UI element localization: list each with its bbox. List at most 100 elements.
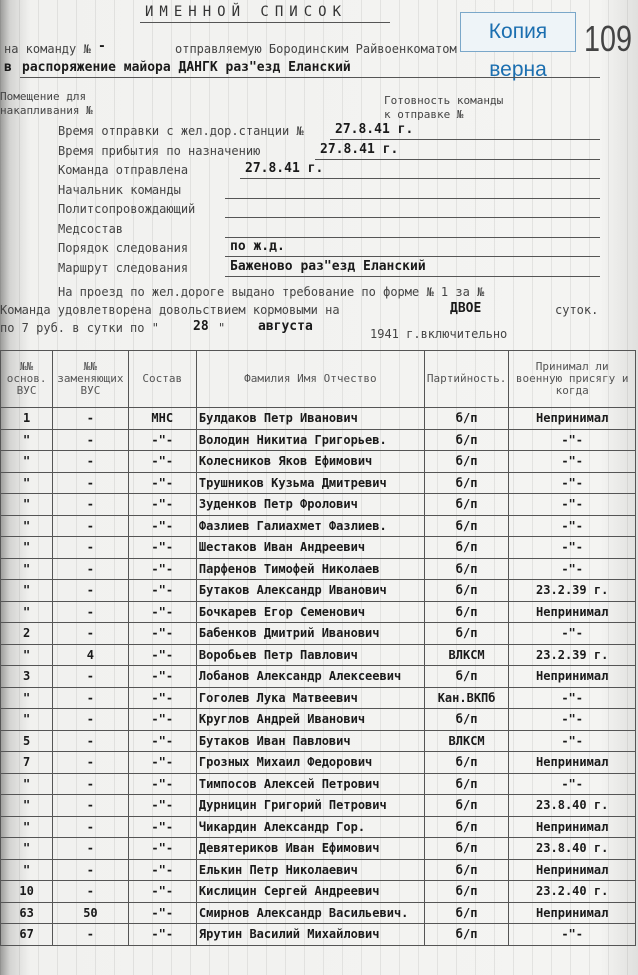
rations-text-3: по 7 руб. в сутки по " <box>0 321 159 335</box>
field-underline <box>225 197 600 199</box>
table-row: " - -"- Трушников Кузьма Дмитревич б/п -"- <box>0 471 636 494</box>
field-value: Баженово раз"езд Еланский <box>230 258 426 274</box>
table-cell: 23.8.40 г. <box>508 794 636 817</box>
table-cell: Круглов Андрей Иванович <box>195 708 425 731</box>
sender-text: отправляемую Бородинским Райвоенкоматом <box>175 42 457 56</box>
table-cell: Грозных Михаил Федорович <box>195 751 425 774</box>
table-cell: - <box>52 557 129 580</box>
table-row: " - -"- Зуденков Петр Фролович б/п -"- <box>0 493 636 516</box>
table-cell: Дурницин Григорий Петрович <box>195 794 425 817</box>
table-row: " - -"- Шестаков Иван Андреевич б/п -"- <box>0 536 636 559</box>
table-cell: -"- <box>127 622 197 645</box>
table-cell: -"- <box>127 794 197 817</box>
table-cell: 23.8.40 г. <box>508 837 636 860</box>
table-cell: -"- <box>508 428 636 451</box>
table-cell: - <box>52 729 129 752</box>
table-cell: -"- <box>127 751 197 774</box>
field-underline <box>315 158 600 160</box>
field-label: Команда отправлена <box>58 163 189 177</box>
table-cell: " <box>0 428 54 451</box>
table-cell: 3 <box>0 665 54 688</box>
table-cell: " <box>0 858 54 881</box>
table-cell: Непринимал <box>508 600 636 623</box>
ready-label-2: к отправке № <box>384 108 464 121</box>
table-cell: -"- <box>508 557 636 580</box>
table-row: 63 50 -"- Смирнов Александр Васильевич. б/п Н… <box>0 901 636 924</box>
table-row: " - -"- Парфенов Тимофей Николаев б/п -"- <box>0 557 636 580</box>
table-row: 10- -"- Кислицин Сергей Андреевич б/п 23.2.4… <box>0 880 636 903</box>
table-cell: Непринимал <box>508 901 636 924</box>
table-cell: Булдаков Петр Иванович <box>195 407 425 430</box>
document-title: ИМЕННОЙ СПИСОК <box>145 4 348 20</box>
table-cell: -"- <box>127 643 197 666</box>
table-cell: 23.2.39 г. <box>508 643 636 666</box>
table-cell: Непринимал <box>508 665 636 688</box>
table-cell: Смирнов Александр Васильевич. <box>195 901 425 924</box>
table-cell: " <box>0 837 54 860</box>
table-cell: Бабенков Дмитрий Иванович <box>195 622 425 645</box>
room-label-2: накапливания № <box>0 104 93 117</box>
rations-days: ДВОЕ <box>450 301 482 316</box>
table-cell: - <box>52 536 129 559</box>
table-cell: б/п <box>423 858 510 881</box>
table-row: 2- -"- Бабенков Дмитрий Иванович б/п -"- <box>0 622 636 645</box>
table-row: 1- МНС Булдаков Петр Иванович б/п Непринимал <box>0 407 636 430</box>
field-label: Время прибытия по назначению <box>58 143 261 158</box>
table-cell: 2 <box>0 622 54 645</box>
field-value: 27.8.41 г. <box>320 141 399 157</box>
travel-text: На проезд по жел.дороге выдано требовани… <box>58 285 485 299</box>
table-cell: 4 <box>52 643 129 666</box>
table-cell: б/п <box>423 450 510 473</box>
underline <box>20 77 600 78</box>
field-label: Время отправки с жел.дор.станции № <box>58 124 304 138</box>
table-cell: Зуденков Петр Фролович <box>195 493 425 516</box>
table-cell: " <box>0 815 54 838</box>
table-cell: -"- <box>508 622 636 645</box>
table-cell: -"- <box>127 880 197 903</box>
table-row: " - -"- Колесников Яков Ефимович б/п -"- <box>0 450 636 473</box>
field-underline <box>225 236 600 238</box>
table-cell: б/п <box>423 579 510 602</box>
table-cell: Ярутин Василий Михайлович <box>195 923 425 946</box>
table-cell: - <box>52 837 129 860</box>
table-row: " 4 -"- Воробьев Петр Павлович ВЛКСМ 23.2.39 … <box>0 643 636 666</box>
table-cell: Лобанов Александр Алексеевич <box>195 665 425 688</box>
table-cell: Непринимал <box>508 858 636 881</box>
table-row: " - -"- Тимпосов Алексей Петрович б/п -"- <box>0 772 636 795</box>
column-header: Фамилия Имя Отчество <box>195 350 425 408</box>
rations-text-5: 1941 г.включительно <box>370 327 508 341</box>
table-row: " - -"- Володин Никитиа Григорьев. б/п -"- <box>0 428 636 451</box>
field-underline <box>225 217 600 218</box>
table-cell: -"- <box>508 471 636 494</box>
table-cell: - <box>52 880 129 903</box>
rations-month: августа <box>258 319 313 334</box>
table-row: " - -"- Елькин Петр Николаевич б/п Непринимал <box>0 858 636 881</box>
table-row: " - -"- Девятериков Иван Ефимович б/п 23.8.40… <box>0 837 636 860</box>
table-cell: б/п <box>423 751 510 774</box>
table-cell: Девятериков Иван Ефимович <box>195 837 425 860</box>
table-cell: б/п <box>423 536 510 559</box>
table-cell: ВЛКСМ <box>423 643 510 666</box>
rations-text: Команда удовлетворена довольствием кормо… <box>0 303 340 317</box>
table-row: 7- -"- Грозных Михаил Федорович б/п Неприним… <box>0 751 636 774</box>
table-cell: Непринимал <box>508 815 636 838</box>
table-cell: " <box>0 450 54 473</box>
table-cell: Непринимал <box>508 407 636 430</box>
table-cell: - <box>52 600 129 623</box>
table-cell: -"- <box>127 471 197 494</box>
table-cell: Непринимал <box>508 751 636 774</box>
destination-value: распоряжение майора ДАНГК раз"езд Еланск… <box>22 60 351 75</box>
table-cell: -"- <box>127 536 197 559</box>
personnel-table: №№ основ. ВУС №№ заменяющих ВУС Состав Фами… <box>0 350 636 946</box>
table-cell: б/п <box>423 514 510 537</box>
table-cell: Фазлиев Галиахмет Фазлиев. <box>195 514 425 537</box>
field-underline <box>225 256 600 257</box>
table-row: " - -"- Бутаков Александр Иванович б/п 23.2.3… <box>0 579 636 602</box>
table-row: " - -"- Круглов Андрей Иванович б/п -"- <box>0 708 636 731</box>
column-header: Состав <box>127 350 197 408</box>
field-label: Порядок следования <box>58 241 189 255</box>
column-header: Принимал ли военную присягу и когда <box>508 350 636 408</box>
table-cell: - <box>52 493 129 516</box>
table-cell: б/п <box>423 471 510 494</box>
field-underline <box>330 139 600 140</box>
